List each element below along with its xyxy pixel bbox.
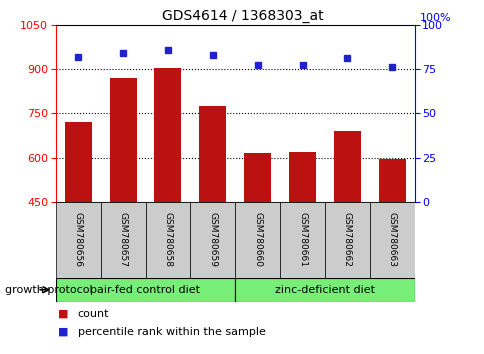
Text: percentile rank within the sample: percentile rank within the sample — [77, 327, 265, 337]
Text: 100%: 100% — [419, 13, 450, 23]
Bar — [65, 122, 91, 202]
Text: GSM780657: GSM780657 — [118, 212, 127, 267]
Text: pair-fed control diet: pair-fed control diet — [91, 285, 200, 295]
Bar — [154, 68, 181, 202]
Text: ■: ■ — [58, 327, 69, 337]
Bar — [56, 202, 101, 278]
Bar — [190, 202, 235, 278]
Bar — [145, 202, 190, 278]
Text: GSM780658: GSM780658 — [163, 212, 172, 267]
Text: GSM780659: GSM780659 — [208, 212, 217, 267]
Text: GSM780656: GSM780656 — [74, 212, 83, 267]
Text: growth protocol: growth protocol — [5, 285, 92, 295]
Bar — [109, 78, 136, 202]
Bar — [280, 202, 324, 278]
Bar — [378, 159, 405, 202]
Bar — [101, 202, 145, 278]
Text: GDS4614 / 1368303_at: GDS4614 / 1368303_at — [161, 9, 323, 23]
Text: zinc-deficient diet: zinc-deficient diet — [274, 285, 374, 295]
Bar — [243, 153, 271, 202]
Text: GSM780660: GSM780660 — [253, 212, 262, 267]
Bar — [235, 202, 280, 278]
Bar — [56, 278, 235, 302]
Bar — [333, 131, 360, 202]
Bar — [369, 202, 414, 278]
Text: GSM780662: GSM780662 — [342, 212, 351, 267]
Bar — [199, 106, 226, 202]
Text: ■: ■ — [58, 309, 69, 319]
Text: count: count — [77, 309, 109, 319]
Text: GSM780663: GSM780663 — [387, 212, 396, 267]
Bar — [324, 202, 369, 278]
Bar — [288, 152, 316, 202]
Text: GSM780661: GSM780661 — [297, 212, 306, 267]
Bar — [235, 278, 414, 302]
